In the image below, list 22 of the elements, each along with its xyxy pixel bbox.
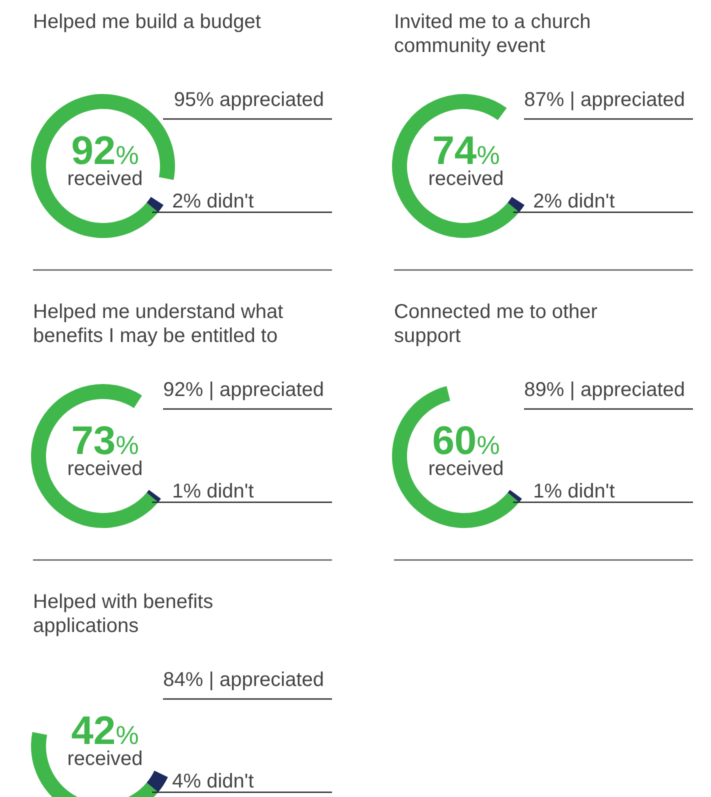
slice-label: received	[428, 168, 504, 190]
slice-label: 4% didn't	[172, 770, 254, 792]
text: 84% | appreciated	[163, 669, 324, 691]
donut-slice	[31, 94, 175, 238]
slice-label: received	[67, 168, 143, 190]
slice-label: received	[67, 458, 143, 480]
donut-slice	[146, 196, 164, 212]
chart-title: Invited me to a church community event	[394, 11, 591, 57]
chart-title: Helped me understand what benefits I may be entitled to	[33, 301, 284, 347]
text: 89% | appreciated	[524, 379, 685, 401]
slice-label: 1% didn't	[533, 480, 616, 502]
slice-label: received	[67, 748, 143, 770]
text: 95% appreciated	[174, 89, 324, 111]
text: 87% | appreciated	[524, 89, 685, 111]
chart-title: Helped me build a budget	[33, 11, 262, 33]
slice-label: 1% didn't	[172, 480, 254, 502]
text: 92% | appreciated	[163, 379, 324, 401]
chart-title: Connected me to other support	[394, 301, 598, 347]
slice-label: received	[428, 458, 504, 480]
slice-label: 2% didn't	[533, 190, 616, 212]
chart-title: Helped with benefits applications	[33, 591, 214, 637]
slice-label: 2% didn't	[172, 190, 254, 212]
